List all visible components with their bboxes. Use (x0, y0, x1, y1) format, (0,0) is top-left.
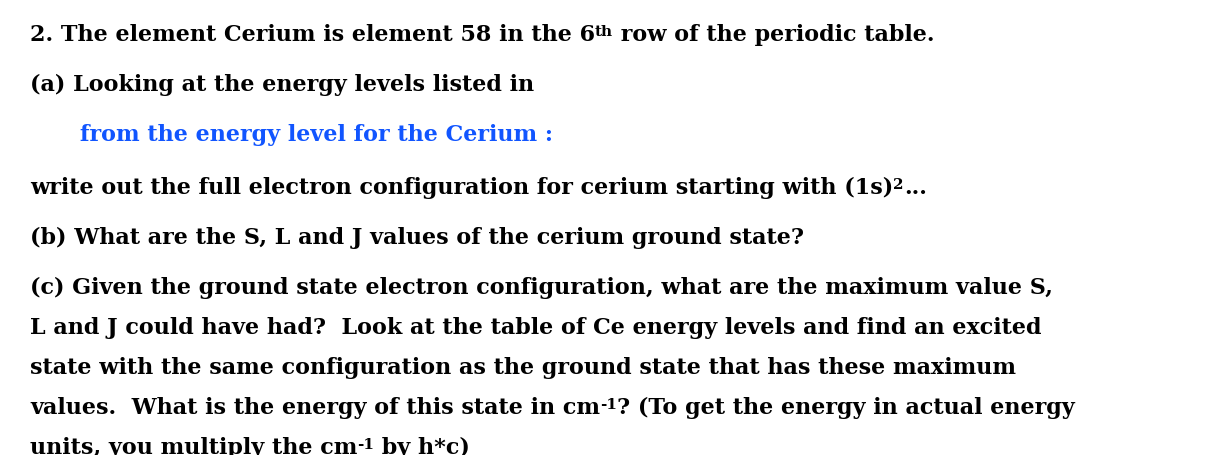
Text: (b) What are the S, L and J values of the cerium ground state?: (b) What are the S, L and J values of th… (30, 227, 804, 248)
Text: 2: 2 (893, 177, 904, 192)
Text: ? (To get the energy in actual energy: ? (To get the energy in actual energy (617, 396, 1074, 418)
Text: L and J could have had?  Look at the table of Ce energy levels and find an excit: L and J could have had? Look at the tabl… (30, 316, 1041, 338)
Text: (c) Given the ground state electron configuration, what are the maximum value S,: (c) Given the ground state electron conf… (30, 276, 1053, 298)
Text: values.  What is the energy of this state in cm: values. What is the energy of this state… (30, 396, 600, 418)
Text: by h*c): by h*c) (375, 436, 471, 455)
Text: units, you multiply the cm: units, you multiply the cm (30, 436, 357, 455)
Text: (a) Looking at the energy levels listed in: (a) Looking at the energy levels listed … (30, 74, 535, 96)
Text: 2. The element Cerium is element 58 in the 6: 2. The element Cerium is element 58 in t… (30, 24, 595, 46)
Text: write out the full electron configuration for cerium starting with (1s): write out the full electron configuratio… (30, 177, 893, 198)
Text: row of the periodic table.: row of the periodic table. (614, 24, 935, 46)
Text: th: th (595, 25, 614, 39)
Text: ...: ... (904, 177, 926, 198)
Text: -1: -1 (600, 397, 617, 411)
Text: from the energy level for the Cerium :: from the energy level for the Cerium : (80, 124, 553, 146)
Text: -1: -1 (357, 437, 375, 451)
Text: state with the same configuration as the ground state that has these maximum: state with the same configuration as the… (30, 356, 1016, 378)
